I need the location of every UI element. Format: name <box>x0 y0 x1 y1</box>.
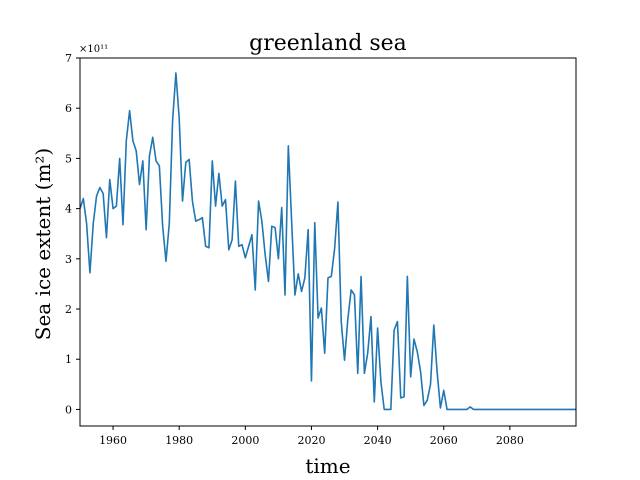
x-tick-label: 1980 <box>165 434 193 447</box>
x-tick-label: 2040 <box>364 434 392 447</box>
y-tick-label: 5 <box>65 152 72 165</box>
chart-title: greenland sea <box>249 31 407 56</box>
series-line <box>80 72 576 411</box>
y-tick-label: 1 <box>65 353 72 366</box>
x-axis-label: time <box>305 454 350 478</box>
y-tick-label: 6 <box>65 102 72 115</box>
y-tick-label: 2 <box>65 303 72 316</box>
y-tick-label: 0 <box>65 403 72 416</box>
y-axis-label: Sea ice extent (m²) <box>31 148 55 340</box>
plot-area: 1960 1980 2000 2020 2040 2060 2080 0 1 2 3 4 5 6 7 <box>65 52 576 447</box>
y-offset-label: ×10¹¹ <box>79 44 108 55</box>
x-tick-label: 1960 <box>99 434 127 447</box>
x-tick-label: 2020 <box>297 434 325 447</box>
y-tick-label: 4 <box>65 203 72 216</box>
y-tick-label: 7 <box>65 52 72 65</box>
x-tick-label: 2060 <box>430 434 458 447</box>
y-tick-label: 3 <box>65 253 72 266</box>
x-tick-label: 2080 <box>496 434 524 447</box>
axes-frame <box>79 57 577 427</box>
x-tick-label: 2000 <box>231 434 259 447</box>
